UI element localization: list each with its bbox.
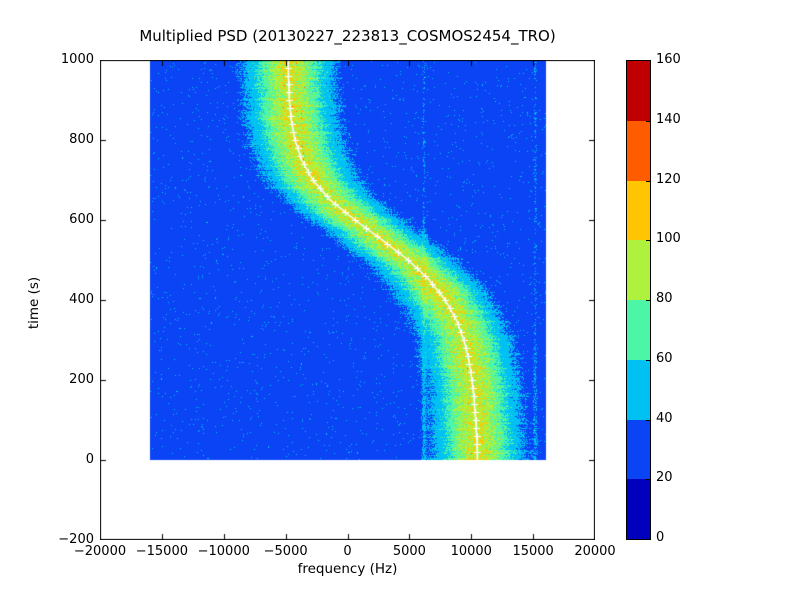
y-axis-tick-label: −200	[58, 532, 94, 547]
y-axis-tick-label: 800	[69, 132, 94, 147]
colorbar-tick-mark	[646, 240, 650, 242]
colorbar-segment	[627, 120, 650, 181]
y-axis-tick-label: 400	[69, 292, 94, 307]
y-axis-tick-label: 600	[69, 212, 94, 227]
colorbar-segment	[627, 359, 650, 420]
colorbar-segment	[627, 419, 650, 480]
y-axis-tick-label: 200	[69, 372, 94, 387]
colorbar-tick-label: 140	[656, 111, 681, 127]
x-axis-label: frequency (Hz)	[297, 561, 398, 577]
colorbar-tick-mark	[646, 300, 650, 301]
x-axis-tick-label: 5000	[392, 544, 426, 559]
colorbar-tick-mark	[646, 359, 650, 361]
heatmap-plot-canvas	[100, 60, 595, 540]
colorbar-tick-label: 120	[656, 171, 681, 187]
colorbar-tick-label: 160	[656, 52, 681, 67]
colorbar-tick-label: 60	[656, 350, 673, 366]
x-axis-tick-label: 15000	[512, 544, 554, 559]
x-axis-tick-label: 20000	[574, 544, 616, 559]
colorbar-tick-label: 20	[656, 470, 673, 486]
colorbar	[626, 60, 651, 540]
colorbar-segment	[627, 479, 650, 539]
colorbar-tick-label: 0	[656, 530, 665, 545]
colorbar-tick-mark	[646, 419, 650, 421]
colorbar-segment	[627, 300, 650, 360]
x-axis-tick-label: −20000	[73, 544, 127, 559]
y-axis-tick-label: 1000	[60, 52, 94, 67]
chart-title: Multiplied PSD (20130227_223813_COSMOS24…	[139, 27, 556, 45]
colorbar-tick-mark	[646, 479, 650, 481]
colorbar-segment	[627, 180, 650, 241]
y-axis-label: time (s)	[26, 276, 42, 330]
y-axis-tick-label: 0	[85, 452, 94, 467]
colorbar-tick-mark	[646, 120, 650, 122]
colorbar-segment	[627, 61, 650, 121]
x-axis-tick-label: −10000	[197, 544, 250, 559]
colorbar-tick-label: 40	[656, 410, 673, 426]
x-axis-tick-label: 10000	[450, 544, 492, 559]
x-axis-tick-label: 0	[343, 544, 352, 559]
colorbar-tick-mark	[646, 180, 650, 182]
colorbar-segment	[627, 240, 650, 300]
colorbar-tick-label: 100	[656, 231, 681, 247]
colorbar-tick-label: 80	[656, 291, 673, 306]
x-axis-tick-label: −15000	[135, 544, 188, 559]
x-axis-tick-label: −5000	[263, 544, 308, 559]
